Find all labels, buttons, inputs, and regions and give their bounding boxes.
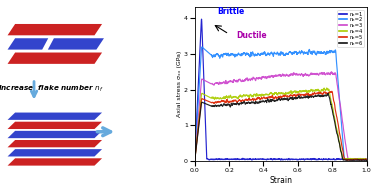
Line: nₑ=1: nₑ=1 [195,19,367,160]
nₑ=2 [327,51,331,54]
Polygon shape [8,38,48,50]
nₑ=1 [311,158,315,160]
nₑ=5 [359,159,364,161]
nₑ=4 [322,87,327,89]
Polygon shape [8,149,102,156]
nₑ=5 [364,159,369,161]
Polygon shape [8,140,102,147]
Line: nₑ=5: nₑ=5 [195,91,367,160]
nₑ=5 [210,101,214,104]
nₑ=1 [210,158,215,160]
nₑ=2 [360,159,364,161]
Polygon shape [8,158,102,166]
nₑ=5 [310,92,315,94]
nₑ=3 [364,159,369,161]
Polygon shape [48,38,104,50]
X-axis label: Strain: Strain [269,176,292,183]
Text: Ductile: Ductile [236,31,266,40]
nₑ=3 [268,75,273,77]
nₑ=4 [192,159,197,161]
nₑ=6 [310,95,315,98]
nₑ=1 [327,158,332,160]
nₑ=2 [311,50,315,53]
Line: nₑ=3: nₑ=3 [195,72,367,160]
Polygon shape [8,53,102,64]
nₑ=2 [330,50,334,52]
nₑ=2 [192,158,197,160]
nₑ=3 [310,72,315,74]
nₑ=4 [262,94,266,96]
Text: Increase  flake number $n_f$: Increase flake number $n_f$ [0,84,104,94]
Polygon shape [8,131,102,138]
nₑ=2 [364,159,369,161]
nₑ=4 [330,104,334,106]
nₑ=3 [210,83,214,85]
nₑ=5 [330,90,334,92]
nₑ=6 [262,100,266,103]
Line: nₑ=2: nₑ=2 [195,47,367,160]
nₑ=4 [310,90,315,92]
nₑ=3 [192,159,197,161]
nₑ=2 [210,55,215,57]
Polygon shape [8,113,102,120]
nₑ=3 [262,76,266,78]
nₑ=1 [192,159,197,161]
nₑ=1 [268,158,273,160]
nₑ=3 [330,72,334,74]
Line: nₑ=6: nₑ=6 [195,93,367,161]
Line: nₑ=4: nₑ=4 [195,88,367,160]
Legend: nₑ=1, nₑ=2, nₑ=3, nₑ=4, nₑ=5, nₑ=6: nₑ=1, nₑ=2, nₑ=3, nₑ=4, nₑ=5, nₑ=6 [338,10,364,47]
nₑ=2 [268,52,273,54]
nₑ=1 [330,158,335,160]
nₑ=6 [326,92,330,94]
Polygon shape [8,24,102,35]
nₑ=5 [327,92,331,94]
Y-axis label: Axial stress σₓₓ (GPa): Axial stress σₓₓ (GPa) [177,51,182,117]
nₑ=3 [330,71,334,73]
nₑ=4 [210,96,214,98]
nₑ=5 [330,90,334,93]
nₑ=6 [268,99,273,101]
nₑ=6 [210,105,214,107]
nₑ=1 [279,159,283,161]
nₑ=4 [327,89,331,91]
nₑ=1 [199,18,204,20]
nₑ=1 [262,158,266,160]
nₑ=3 [327,73,331,75]
nₑ=6 [327,95,331,97]
nₑ=5 [268,96,273,98]
nₑ=4 [268,92,273,95]
nₑ=4 [364,159,369,161]
nₑ=6 [192,159,197,161]
nₑ=2 [262,51,266,53]
Text: Brittle: Brittle [217,7,244,16]
nₑ=6 [364,160,369,162]
nₑ=6 [330,108,334,110]
nₑ=5 [262,96,266,98]
nₑ=1 [364,158,369,161]
Polygon shape [8,122,102,129]
nₑ=5 [192,159,197,161]
nₑ=2 [200,46,204,48]
